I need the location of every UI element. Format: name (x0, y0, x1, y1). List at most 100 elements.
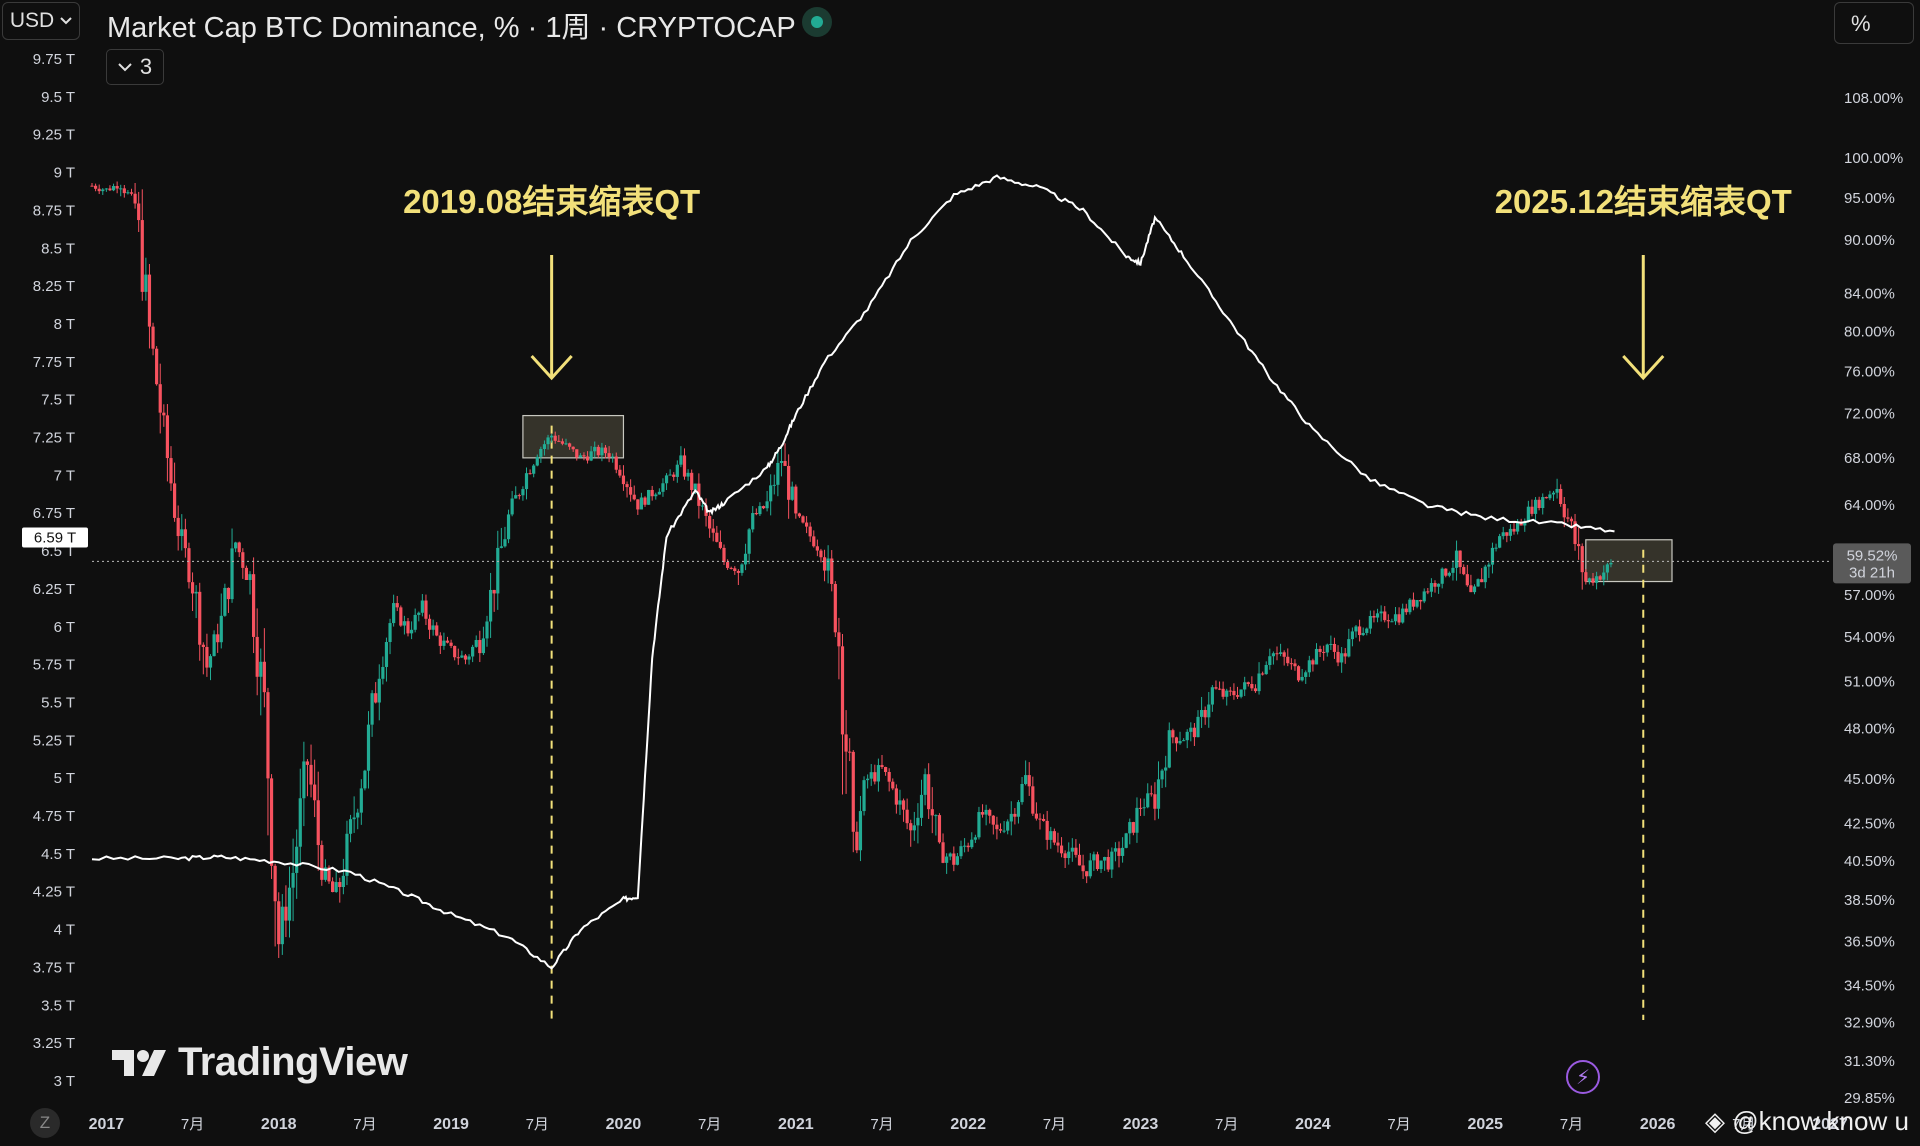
candle-body (1347, 639, 1351, 657)
right-tick: 31.30% (1844, 1053, 1895, 1070)
candle-body (427, 618, 432, 630)
candle-body (463, 655, 468, 660)
candle-body (183, 529, 187, 549)
candle-body (593, 446, 597, 452)
candle-body (341, 875, 345, 888)
candle-body (1221, 688, 1225, 697)
candle-body (259, 661, 263, 677)
candle-body (506, 514, 511, 540)
candle-body (1584, 572, 1588, 582)
left-tick: 5.75 T (33, 657, 75, 674)
candle-body (1508, 528, 1513, 536)
candle-body (334, 882, 338, 893)
candle-body (776, 462, 780, 485)
candle-body (140, 220, 144, 292)
candle-body (1458, 550, 1462, 568)
candle-body (223, 587, 227, 616)
left-tick: 5 T (54, 770, 75, 787)
candle-body (1034, 813, 1039, 819)
candle-body (1325, 644, 1329, 653)
candle-body (528, 473, 532, 475)
candle-body (302, 761, 306, 799)
candle-body (309, 764, 313, 785)
candle-body (980, 812, 985, 815)
candle-body (905, 809, 909, 824)
candle-body (1415, 600, 1419, 607)
time-tick: 7月 (1043, 1116, 1066, 1133)
candle-body (1537, 499, 1541, 509)
currency-label: USD (9, 9, 55, 32)
indicator-toggle[interactable]: 3 (106, 49, 164, 85)
candle-body (431, 625, 435, 630)
candle-body (162, 412, 166, 416)
candle-body (205, 646, 209, 668)
candle-body (1049, 831, 1053, 840)
candle-body (359, 788, 363, 813)
candle-body (1587, 578, 1592, 582)
candle-body (693, 483, 697, 491)
candle-body (180, 529, 184, 537)
candle-body (348, 819, 353, 834)
candle-body (1210, 687, 1214, 705)
candle-body (129, 192, 134, 194)
candle-body (420, 600, 424, 613)
tradingview-logo: TradingView (110, 1040, 408, 1085)
candle-body (266, 692, 270, 779)
candle-body (1099, 860, 1103, 870)
candle-body (1365, 628, 1369, 633)
annotation-label: 2019.08结束缩表QT (403, 183, 700, 220)
candle-body (891, 781, 895, 789)
candle-body (1404, 608, 1408, 613)
lightning-icon[interactable]: ⚡ (1566, 1060, 1600, 1094)
candle-body (1465, 574, 1469, 586)
candle-body (761, 506, 766, 509)
indicator-count: 3 (139, 54, 153, 79)
candle-body (1199, 710, 1204, 717)
candle-body (1426, 591, 1430, 593)
time-tick: 2019 (433, 1116, 469, 1133)
candle-body (1196, 716, 1200, 738)
candle-body (833, 583, 837, 633)
candle-body (445, 640, 450, 643)
candle-body (1515, 522, 1520, 532)
time-tick: 2024 (1295, 1116, 1331, 1133)
candle-body (201, 644, 205, 647)
candle-body (743, 553, 748, 565)
candle-body (244, 567, 249, 581)
candle-body (708, 515, 712, 529)
candle-body (830, 558, 834, 584)
candle-body (632, 494, 636, 500)
candle-body (1304, 672, 1308, 677)
candle-body (352, 817, 356, 820)
candle-body (600, 447, 604, 456)
candle-body (1052, 831, 1056, 843)
chevron-down-icon (60, 17, 72, 25)
candle-body (948, 853, 952, 857)
candle-body (973, 837, 977, 840)
currency-selector[interactable]: USD (2, 2, 80, 40)
candle-body (438, 635, 442, 646)
candle-body (514, 495, 518, 499)
candle-body (1092, 854, 1096, 861)
candle-body (1307, 660, 1311, 673)
candle-body (1164, 767, 1168, 771)
candle-body (567, 443, 572, 447)
z-icon[interactable]: Z (30, 1108, 60, 1138)
candle-body (262, 661, 266, 693)
candle-body (1361, 632, 1365, 636)
candle-body (471, 646, 475, 657)
candle-body (1566, 517, 1570, 519)
right-tick: 68.00% (1844, 450, 1895, 467)
left-tick: 6.25 T (33, 581, 75, 598)
candle-body (1124, 833, 1128, 848)
market-cap-path (91, 174, 1615, 970)
candle-body (158, 384, 162, 413)
scale-mode-button[interactable]: % (1834, 2, 1914, 44)
candle-body (657, 491, 661, 495)
left-tick: 5.5 T (41, 694, 75, 711)
candle-body (876, 765, 881, 782)
candle-body (596, 446, 600, 456)
candle-body (1268, 656, 1272, 665)
right-tick: 48.00% (1844, 721, 1895, 738)
